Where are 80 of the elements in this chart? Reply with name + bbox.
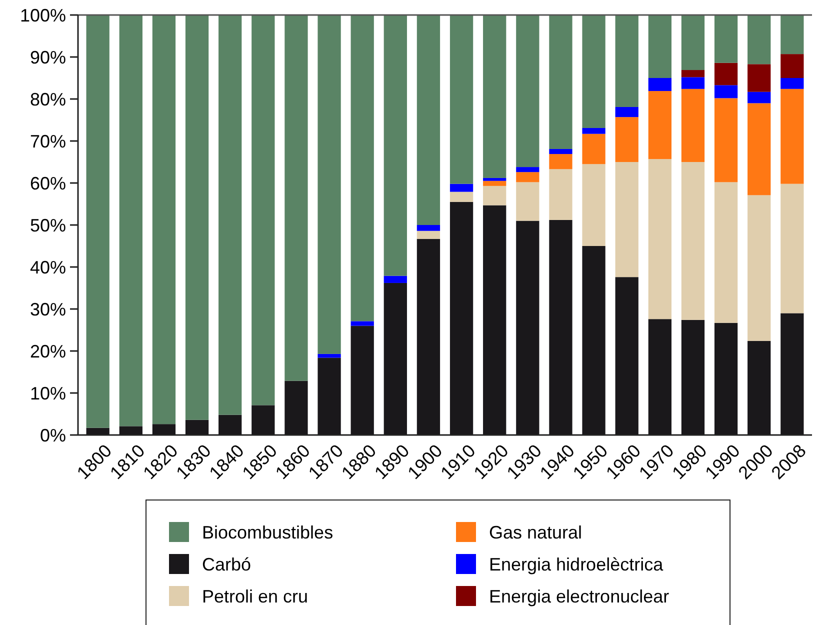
y-tick-label: 40% [30, 257, 66, 278]
bar [252, 15, 275, 406]
bar [714, 62, 738, 86]
bar [681, 70, 705, 78]
bar [549, 169, 572, 220]
bar [748, 103, 771, 196]
bar [350, 15, 374, 322]
y-tick-label: 10% [30, 383, 66, 404]
legend-label: Carbó [202, 554, 252, 574]
legend-label: Biocombustibles [202, 522, 334, 542]
bar [714, 85, 738, 98]
bar [648, 78, 672, 92]
bar [714, 98, 738, 182]
bar [582, 164, 606, 246]
bar [416, 225, 440, 231]
bar [450, 15, 474, 184]
y-tick-label: 20% [30, 341, 66, 362]
bar [780, 54, 804, 78]
bar [780, 184, 804, 314]
bar [450, 184, 474, 192]
bar [615, 162, 638, 278]
bar [748, 92, 771, 104]
y-tick-label: 100% [20, 5, 66, 26]
bar [384, 276, 407, 283]
bar [516, 182, 540, 221]
bar [648, 15, 672, 78]
bar [714, 15, 738, 63]
bar [185, 15, 209, 420]
bar [582, 134, 606, 164]
bar [119, 15, 142, 426]
legend-label: Gas natural [489, 522, 582, 542]
bar [648, 159, 672, 320]
bar [549, 15, 572, 149]
bar [483, 178, 506, 181]
bar [152, 15, 176, 424]
bar [516, 167, 540, 172]
legend-label: Energia electronuclear [489, 586, 670, 606]
bar [416, 230, 440, 239]
y-tick-label: 80% [30, 89, 66, 110]
bar [549, 154, 572, 170]
bar [416, 15, 440, 225]
bar [615, 15, 638, 107]
bar [384, 15, 407, 276]
bar [516, 15, 540, 168]
bar [615, 106, 638, 118]
y-tick-label: 70% [30, 131, 66, 152]
bar [549, 148, 572, 154]
bar [648, 91, 672, 160]
bar [483, 15, 506, 178]
bar [681, 15, 705, 70]
bar [516, 172, 540, 182]
y-tick-label: 60% [30, 173, 66, 194]
bar [483, 180, 506, 186]
y-tick-label: 0% [40, 425, 66, 446]
bar [450, 192, 474, 202]
bar [748, 15, 771, 64]
bar [714, 182, 738, 323]
bar [780, 15, 804, 54]
bar [748, 64, 771, 92]
bar [748, 195, 771, 341]
bar [218, 15, 242, 415]
bar [350, 321, 374, 326]
bar [483, 186, 506, 206]
bar [780, 88, 804, 184]
bar [615, 117, 638, 162]
bar [86, 15, 110, 428]
bar [681, 88, 705, 162]
y-tick-label: 90% [30, 47, 66, 68]
bar [582, 15, 606, 128]
legend-label: Petroli en cru [202, 586, 308, 606]
bar [318, 15, 341, 354]
bar [284, 15, 308, 381]
bar [318, 354, 341, 358]
y-tick-label: 30% [30, 299, 66, 320]
bar [582, 128, 606, 134]
y-tick-label: 50% [30, 215, 66, 236]
bar [681, 162, 705, 320]
bar [780, 78, 804, 89]
bar [681, 77, 705, 89]
legend-label: Energia hidroelèctrica [489, 554, 664, 574]
